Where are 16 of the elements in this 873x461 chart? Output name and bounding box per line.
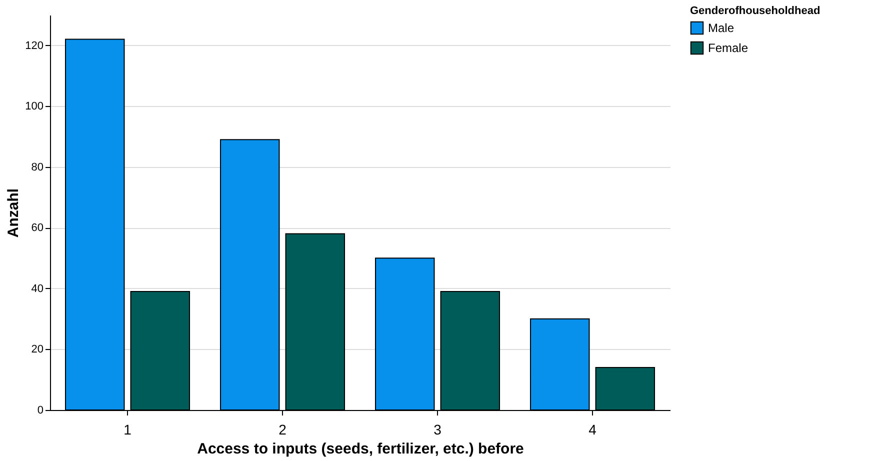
y-tick-label: 0 (37, 404, 44, 416)
y-tick-label: 40 (31, 282, 44, 295)
y-tick-label: 20 (31, 344, 44, 356)
legend-title: Genderofhouseholdhead (690, 5, 820, 17)
y-tick-label: 80 (31, 161, 44, 174)
y-axis-title: Anzahl (5, 188, 22, 238)
x-tick-label: 3 (434, 422, 442, 438)
x-tick-label: 2 (278, 422, 287, 438)
x-tick-label: 4 (588, 422, 597, 438)
x-tick-label: 1 (124, 422, 132, 438)
legend-label: Female (708, 41, 748, 55)
y-tick-label: 100 (25, 100, 44, 113)
legend-label: Male (708, 21, 734, 35)
x-axis-title: Access to inputs (seeds, fertilizer, etc.) before (197, 440, 524, 458)
y-tick-label: 120 (25, 40, 44, 52)
y-tick-label: 60 (31, 222, 44, 234)
